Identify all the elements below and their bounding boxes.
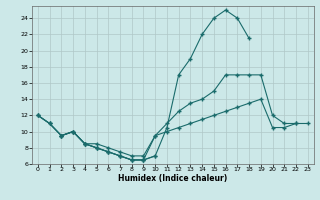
X-axis label: Humidex (Indice chaleur): Humidex (Indice chaleur) (118, 174, 228, 183)
